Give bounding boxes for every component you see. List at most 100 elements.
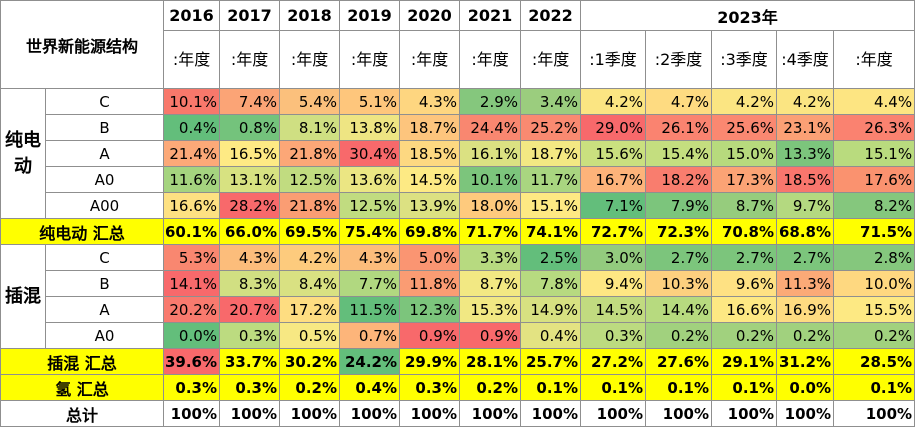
annual-subheader: :年度 — [399, 30, 461, 89]
value-cell: 9.4% — [580, 270, 647, 297]
value-cell: 18.0% — [459, 192, 522, 219]
value-cell: 60.1% — [163, 218, 221, 245]
quarter-subheader: :2季度 — [645, 30, 713, 89]
subtotal-label: 氢 汇总 — [0, 374, 165, 401]
value-cell: 31.2% — [776, 348, 835, 375]
value-cell: 14.5% — [580, 296, 647, 323]
value-cell: 2.8% — [833, 244, 915, 271]
value-cell: 33.7% — [219, 348, 281, 375]
annual-subheader: :年度 — [163, 30, 221, 89]
value-cell: 14.5% — [399, 166, 461, 193]
year-header-2019: 2019 — [339, 0, 401, 31]
value-cell: 21.8% — [279, 192, 341, 219]
value-cell: 11.7% — [520, 166, 582, 193]
category-label: C — [44, 88, 165, 115]
annual-subheader: :年度 — [520, 30, 582, 89]
value-cell: 26.3% — [833, 114, 915, 141]
value-cell: 7.1% — [580, 192, 647, 219]
value-cell: 100% — [776, 400, 835, 427]
value-cell: 25.2% — [520, 114, 582, 141]
value-cell: 12.5% — [339, 192, 401, 219]
table-row: B 14.1% 8.3% 8.4% 7.7% 11.8% 8.7% 7.8% 9.4% 10.3%… — [1, 270, 915, 297]
value-cell: 18.7% — [399, 114, 461, 141]
year-header-2021: 2021 — [459, 0, 522, 31]
quarter-subheader: :4季度 — [776, 30, 835, 89]
value-cell: 72.3% — [645, 218, 713, 245]
grand-total-row: 总计 100% 100% 100% 100% 100% 100% 100% 100% 100% 10… — [0, 400, 915, 427]
value-cell: 28.2% — [219, 192, 281, 219]
value-cell: 12.3% — [399, 296, 461, 323]
value-cell: 17.3% — [711, 166, 778, 193]
value-cell: 14.4% — [645, 296, 713, 323]
value-cell: 2.9% — [459, 88, 522, 115]
value-cell: 7.7% — [339, 270, 401, 297]
value-cell: 10.1% — [163, 88, 221, 115]
value-cell: 27.6% — [645, 348, 713, 375]
value-cell: 4.2% — [711, 88, 778, 115]
energy-structure-table: 世界新能源结构 2016 2017 2018 2019 2020 2021 2022 2023… — [0, 0, 915, 427]
value-cell: 5.4% — [279, 88, 341, 115]
value-cell: 0.9% — [459, 322, 522, 349]
value-cell: 72.7% — [580, 218, 647, 245]
value-cell: 0.2% — [645, 322, 713, 349]
value-cell: 9.6% — [711, 270, 778, 297]
value-cell: 4.3% — [399, 88, 461, 115]
value-cell: 17.6% — [833, 166, 915, 193]
value-cell: 13.6% — [339, 166, 401, 193]
value-cell: 66.0% — [219, 218, 281, 245]
value-cell: 0.9% — [399, 322, 461, 349]
value-cell: 28.1% — [459, 348, 522, 375]
value-cell: 0.2% — [833, 322, 915, 349]
value-cell: 0.8% — [219, 114, 281, 141]
value-cell: 13.9% — [399, 192, 461, 219]
category-label: A — [44, 296, 165, 323]
value-cell: 4.3% — [219, 244, 281, 271]
table-row: B 0.4% 0.8% 8.1% 13.8% 18.7% 24.4% 25.2% 29.0% 26… — [1, 114, 915, 141]
group-label: 插混 — [0, 244, 46, 349]
value-cell: 15.4% — [645, 140, 713, 167]
value-cell: 0.2% — [459, 374, 522, 401]
value-cell: 0.1% — [520, 374, 582, 401]
value-cell: 10.0% — [833, 270, 915, 297]
annual-subheader: :年度 — [279, 30, 341, 89]
value-cell: 0.3% — [219, 322, 281, 349]
value-cell: 13.3% — [776, 140, 835, 167]
value-cell: 21.8% — [279, 140, 341, 167]
subtotal-label: 纯电动 汇总 — [0, 218, 165, 245]
annual-subheader: :年度 — [219, 30, 281, 89]
value-cell: 3.4% — [520, 88, 582, 115]
year-header-2023: 2023年 — [580, 0, 915, 31]
value-cell: 28.5% — [833, 348, 915, 375]
group-label: 纯电动 — [0, 88, 46, 219]
value-cell: 2.5% — [520, 244, 582, 271]
value-cell: 15.1% — [520, 192, 582, 219]
value-cell: 0.4% — [520, 322, 582, 349]
value-cell: 14.1% — [163, 270, 221, 297]
value-cell: 0.1% — [645, 374, 713, 401]
value-cell: 8.2% — [833, 192, 915, 219]
value-cell: 14.9% — [520, 296, 582, 323]
value-cell: 100% — [580, 400, 647, 427]
value-cell: 100% — [833, 400, 915, 427]
value-cell: 0.4% — [163, 114, 221, 141]
value-cell: 24.2% — [339, 348, 401, 375]
value-cell: 2.7% — [645, 244, 713, 271]
value-cell: 100% — [163, 400, 221, 427]
value-cell: 3.0% — [580, 244, 647, 271]
value-cell: 0.3% — [399, 374, 461, 401]
value-cell: 69.8% — [399, 218, 461, 245]
value-cell: 4.2% — [776, 88, 835, 115]
value-cell: 18.7% — [520, 140, 582, 167]
value-cell: 10.1% — [459, 166, 522, 193]
value-cell: 27.2% — [580, 348, 647, 375]
value-cell: 100% — [399, 400, 461, 427]
value-cell: 15.5% — [833, 296, 915, 323]
value-cell: 5.3% — [163, 244, 221, 271]
value-cell: 16.1% — [459, 140, 522, 167]
value-cell: 13.8% — [339, 114, 401, 141]
value-cell: 16.6% — [711, 296, 778, 323]
value-cell: 3.3% — [459, 244, 522, 271]
value-cell: 11.5% — [339, 296, 401, 323]
category-label: B — [44, 270, 165, 297]
value-cell: 100% — [520, 400, 582, 427]
